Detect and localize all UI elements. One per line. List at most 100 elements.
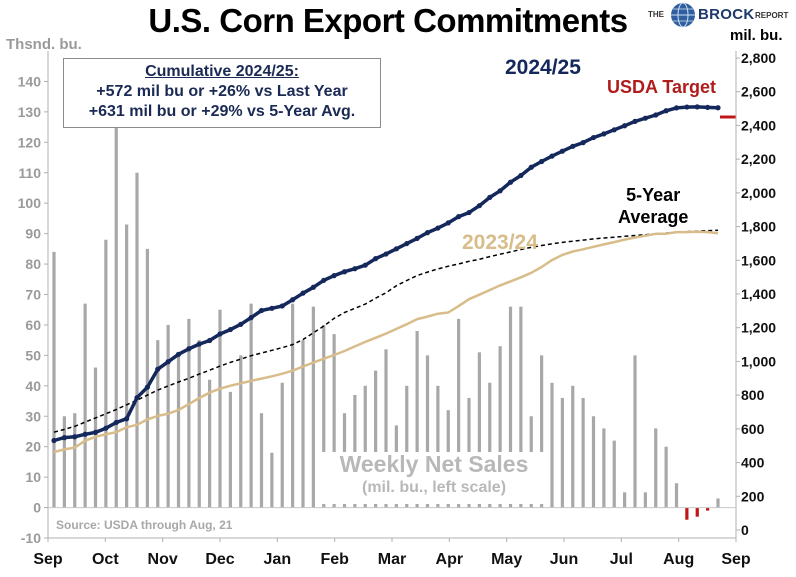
left-tick-label: -10 <box>21 530 41 546</box>
series-point-2024-25 <box>590 134 597 141</box>
right-tick-label: 0 <box>741 522 749 538</box>
callout-line-1: +572 mil bu or +26% vs Last Year <box>96 83 348 100</box>
brock-report-logo: THE BROCK REPORT <box>648 2 793 28</box>
left-tick-label: 70 <box>25 287 41 303</box>
series-point-2024-25 <box>186 346 192 352</box>
weekly-sales-bar <box>415 331 419 508</box>
weekly-sales-bar <box>602 428 606 508</box>
series-point-2024-25 <box>487 194 493 201</box>
weekly-sales-bar <box>301 340 305 508</box>
month-label: May <box>491 551 522 568</box>
month-label: Nov <box>148 551 178 568</box>
left-tick-label: 80 <box>25 256 41 272</box>
series-point-2024-25 <box>196 341 202 347</box>
series-point-2024-25 <box>684 104 690 110</box>
series-point-2024-25 <box>476 203 482 209</box>
cumulative-callout: Cumulative 2024/25: +572 mil bu or +26% … <box>63 58 381 128</box>
month-label: Jul <box>610 551 633 568</box>
weekly-sales-bar <box>353 394 357 508</box>
weekly-sales-bar <box>239 355 243 508</box>
right-tick-label: 600 <box>741 421 765 437</box>
left-tick-label: 20 <box>25 439 41 455</box>
series-point-2024-25 <box>134 395 140 401</box>
series-label-2023-24: 2023/24 <box>462 231 538 254</box>
cumulative-lines <box>51 104 736 454</box>
right-tick-label: 200 <box>741 488 765 504</box>
weekly-sales-bar <box>259 413 264 508</box>
right-tick-label: 2,000 <box>741 185 776 201</box>
left-axis-unit: Thsnd. bu. <box>6 36 82 53</box>
month-label: Jan <box>264 551 292 568</box>
five-year-label-line-2: Average <box>618 207 689 227</box>
weekly-sales-bar <box>591 416 596 508</box>
series-point-2024-25 <box>528 164 534 170</box>
series-point-2024-25 <box>653 112 659 118</box>
series-point-2024-25 <box>362 262 368 268</box>
series-point-2024-25 <box>580 140 586 146</box>
series-point-2024-25 <box>632 118 638 124</box>
series-point-2024-25 <box>559 148 565 154</box>
series-point-2024-25 <box>570 143 576 149</box>
weekly-sales-bar <box>291 303 295 508</box>
series-label-2024-25: 2024/25 <box>505 56 581 79</box>
callout-line-2: +631 mil bu or +29% vs 5-Year Avg. <box>88 103 356 120</box>
weekly-sales-bar <box>270 452 274 508</box>
series-point-2024-25 <box>227 326 233 333</box>
left-tick-label: 110 <box>18 165 41 181</box>
logo-report: REPORT <box>755 11 789 20</box>
series-point-2024-25 <box>622 123 628 129</box>
month-label: Dec <box>205 551 234 568</box>
weekly-sales-bar <box>716 498 720 508</box>
series-point-2024-25 <box>331 273 337 279</box>
usda-target-label: USDA Target <box>607 77 717 97</box>
weekly-sales-bar <box>477 352 481 508</box>
series-point-2024-25 <box>456 214 462 220</box>
right-axis-unit: mil. bu. <box>730 27 783 44</box>
weekly-sales-bar <box>581 397 585 508</box>
globe-icon <box>671 2 695 28</box>
weekly-sales-bar <box>654 428 658 508</box>
weekly-sales-bar <box>104 239 108 508</box>
weekly-sales-bar <box>540 355 544 508</box>
weekly-sales-bar <box>311 306 315 508</box>
series-point-2024-25 <box>61 435 67 441</box>
weekly-sales-bar <box>73 413 77 508</box>
weekly-sales-bar <box>384 349 388 508</box>
right-tick-label: 1,000 <box>741 353 776 369</box>
left-tick-label: 40 <box>25 378 41 394</box>
weekly-sales-bar <box>571 385 575 508</box>
series-point-2024-25 <box>549 153 555 159</box>
weekly-net-sales-label: Weekly Net Sales (mil. bu., left scale) <box>318 452 550 504</box>
left-tick-label: 120 <box>18 134 42 150</box>
weekly-sales-bar <box>685 507 689 520</box>
series-point-2024-25 <box>414 235 420 241</box>
series-point-2024-25 <box>207 337 213 344</box>
series-point-2024-25 <box>341 269 348 275</box>
weekly-sales-bar <box>623 492 627 508</box>
weekly-sales-bar <box>550 382 554 508</box>
series-point-2024-25 <box>92 429 99 435</box>
series-point-2024-25 <box>72 434 78 440</box>
weekly-sales-bar <box>166 324 170 508</box>
weekly-sales-bar <box>706 507 710 511</box>
weekly-sales-bar <box>187 318 191 508</box>
weekly-sales-bar <box>62 416 66 508</box>
series-line-5-year-average <box>53 229 719 433</box>
weekly-sales-bar <box>643 492 647 508</box>
weekly-label-line-1: Weekly Net Sales <box>339 451 529 477</box>
series-point-2024-25 <box>393 246 399 252</box>
series-point-2024-25 <box>144 384 150 390</box>
left-tick-label: 50 <box>25 347 41 363</box>
series-point-2024-25 <box>694 104 700 110</box>
series-point-2024-25 <box>248 315 254 321</box>
weekly-sales-bar <box>208 379 212 508</box>
series-point-2024-25 <box>601 131 607 137</box>
right-tick-label: 2,400 <box>741 117 776 133</box>
weekly-sales-bar <box>457 318 461 508</box>
weekly-sales-bar <box>228 391 232 508</box>
left-tick-label: 90 <box>25 226 41 242</box>
left-tick-label: 140 <box>18 73 42 89</box>
series-point-2024-25 <box>497 188 503 194</box>
right-tick-label: 800 <box>741 387 765 403</box>
series-point-2024-25 <box>705 104 711 110</box>
